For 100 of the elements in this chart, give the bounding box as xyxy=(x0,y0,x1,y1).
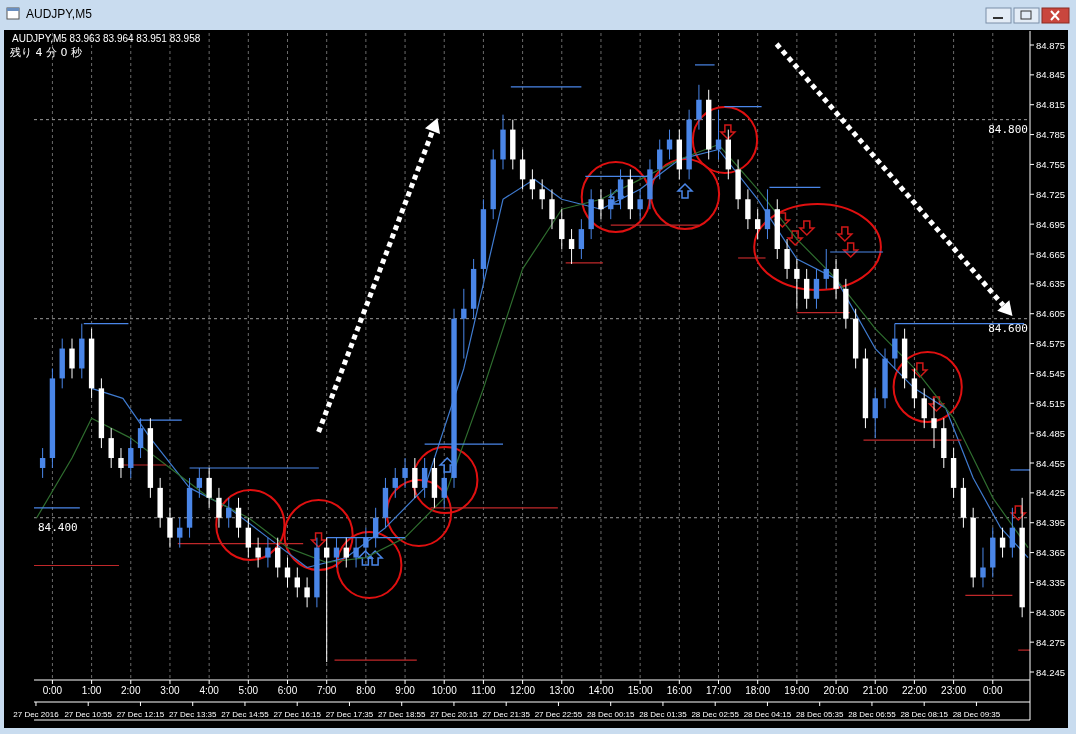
candlestick xyxy=(235,497,242,539)
y-tick-label: 84.305 xyxy=(1036,606,1066,618)
candlestick xyxy=(1009,507,1016,559)
x-tick-label: 17:00 xyxy=(705,685,732,696)
candlestick xyxy=(529,168,536,200)
candlestick xyxy=(999,527,1006,559)
candlestick xyxy=(559,208,565,250)
x2-tick-label: 28 Dec 00:15 xyxy=(586,710,636,719)
candlestick xyxy=(461,288,467,359)
candlestick xyxy=(784,238,790,280)
candlestick xyxy=(608,188,614,220)
candlestick xyxy=(833,258,839,300)
candlestick xyxy=(304,576,310,608)
x2-tick-label: 27 Dec 10:55 xyxy=(64,710,113,719)
y-tick-label: 84.275 xyxy=(1036,636,1066,648)
ref-line-label: 84.600 xyxy=(988,321,1028,335)
candlestick xyxy=(872,387,878,439)
x-tick-label: 2:00 xyxy=(121,685,141,696)
ref-line-label: 84.800 xyxy=(988,122,1028,136)
candlestick xyxy=(803,268,810,310)
y-tick-label: 84.755 xyxy=(1036,158,1066,170)
y-tick-label: 84.575 xyxy=(1036,338,1066,350)
y-tick-label: 84.845 xyxy=(1036,69,1066,81)
chart-title: AUDJPY,M5 xyxy=(26,7,93,21)
candlestick xyxy=(245,517,252,559)
candlestick xyxy=(108,427,114,469)
x2-tick-label: 28 Dec 08:15 xyxy=(900,710,949,719)
y-tick-label: 84.815 xyxy=(1036,99,1066,111)
candlestick xyxy=(519,149,526,190)
y-tick-label: 84.545 xyxy=(1036,367,1066,379)
candlestick xyxy=(696,84,702,131)
candlestick xyxy=(754,208,761,240)
candlestick xyxy=(294,567,300,598)
candlestick xyxy=(637,188,643,220)
y-tick-label: 84.425 xyxy=(1036,487,1066,499)
x-tick-label: 19:00 xyxy=(784,685,810,696)
candlestick xyxy=(549,188,555,230)
candlestick xyxy=(578,218,585,260)
candlestick xyxy=(206,467,212,509)
x-tick-label: 6:00 xyxy=(277,685,298,696)
x-tick-label: 20:00 xyxy=(823,685,849,696)
x-tick-label: 21:00 xyxy=(862,685,889,696)
candlestick xyxy=(402,457,408,489)
y-tick-label: 84.515 xyxy=(1036,397,1066,409)
y-tick-label: 84.335 xyxy=(1036,576,1066,588)
x2-tick-label: 28 Dec 02:55 xyxy=(691,710,740,719)
x-tick-label: 9:00 xyxy=(395,685,416,696)
x-tick-label: 18:00 xyxy=(745,685,771,696)
x2-tick-label: 28 Dec 01:35 xyxy=(639,710,688,719)
candlestick xyxy=(745,188,751,230)
x-tick-label: 5:00 xyxy=(238,685,259,696)
candlestick xyxy=(421,457,428,499)
x2-tick-label: 27 Dec 2016 xyxy=(13,710,60,719)
x-tick-label: 15:00 xyxy=(627,685,654,696)
x2-tick-label: 28 Dec 04:15 xyxy=(743,710,792,719)
candlestick xyxy=(892,323,898,369)
candlestick xyxy=(69,338,75,379)
y-tick-label: 84.725 xyxy=(1036,188,1066,200)
x-tick-label: 11:00 xyxy=(471,685,496,696)
candlestick xyxy=(539,178,545,210)
x-tick-label: 16:00 xyxy=(666,685,693,696)
x-tick-label: 23:00 xyxy=(941,685,967,696)
candlestick xyxy=(392,467,398,499)
x-tick-label: 8:00 xyxy=(356,685,377,696)
x2-tick-label: 27 Dec 20:15 xyxy=(430,710,479,719)
y-tick-label: 84.875 xyxy=(1036,39,1066,51)
y-tick-label: 84.395 xyxy=(1036,517,1066,529)
x-tick-label: 13:00 xyxy=(549,685,575,696)
candlestick xyxy=(255,537,261,568)
x2-tick-label: 27 Dec 14:55 xyxy=(221,710,270,719)
x2-tick-label: 28 Dec 06:55 xyxy=(848,710,897,719)
x-tick-label: 3:00 xyxy=(160,685,181,696)
x2-tick-label: 27 Dec 18:55 xyxy=(377,710,427,719)
x-tick-label: 1:00 xyxy=(81,685,102,696)
y-tick-label: 84.605 xyxy=(1036,308,1066,320)
candlestick xyxy=(343,537,349,568)
y-tick-label: 84.665 xyxy=(1036,248,1066,260)
candlestick xyxy=(921,387,927,429)
candlestick xyxy=(715,109,722,160)
ref-line-label: 84.400 xyxy=(38,520,78,534)
x-tick-label: 10:00 xyxy=(431,685,458,696)
candlestick xyxy=(323,537,330,663)
y-tick-label: 84.485 xyxy=(1036,427,1066,439)
y-tick-label: 84.245 xyxy=(1036,666,1066,678)
x-tick-label: 22:00 xyxy=(901,685,928,696)
candlestick xyxy=(412,457,418,499)
candlestick xyxy=(177,517,183,549)
x-tick-label: 0:00 xyxy=(983,685,1003,696)
y-tick-label: 84.695 xyxy=(1036,218,1066,230)
candlestick xyxy=(275,537,281,578)
candlestick xyxy=(118,447,124,479)
candlestick xyxy=(794,258,800,310)
chart-subtitle: AUDJPY,M5 83.963 83.964 83.951 83.958 xyxy=(12,33,201,44)
candlestick xyxy=(911,367,918,409)
x-tick-label: 14:00 xyxy=(588,685,614,696)
x2-tick-label: 27 Dec 13:35 xyxy=(168,710,218,719)
candlestick xyxy=(167,507,173,549)
candlestick xyxy=(216,487,222,529)
x2-tick-label: 27 Dec 17:35 xyxy=(325,710,374,719)
candlestick xyxy=(764,188,771,240)
